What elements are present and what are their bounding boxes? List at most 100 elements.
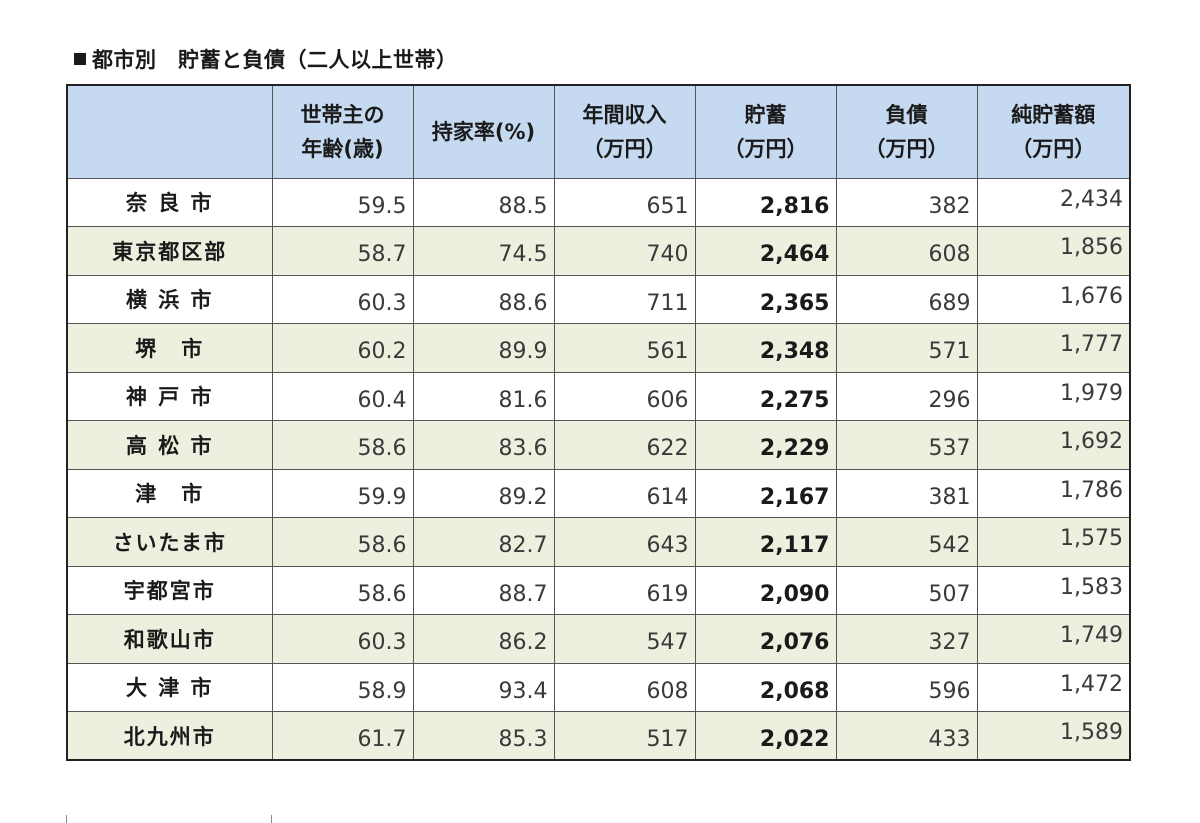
table-row: 北九州市 61.7 85.3 517 2,022 433 1,589 bbox=[66, 711, 1131, 761]
net-savings-cell: 1,472 bbox=[976, 662, 1131, 712]
net-savings-cell: 1,749 bbox=[976, 614, 1131, 664]
header-net-line2: （万円） bbox=[1011, 136, 1096, 161]
age-cell: 59.5 bbox=[271, 177, 414, 227]
savings-cell: 2,076 bbox=[694, 614, 837, 664]
net-savings-cell: 1,979 bbox=[976, 371, 1131, 421]
debt-cell: 537 bbox=[835, 420, 978, 470]
table-row: 横 浜 市 60.3 88.6 711 2,365 689 1,676 bbox=[66, 274, 1131, 324]
home-ownership-cell: 86.2 bbox=[412, 614, 555, 664]
savings-cell: 2,068 bbox=[694, 662, 837, 712]
header-row: 世帯主の 年齢(歳) 持家率(%) 年間収入 （万円） 貯蓄 （万円） 負債 （… bbox=[66, 84, 1131, 179]
net-savings-cell: 1,692 bbox=[976, 420, 1131, 470]
page-edge-mark bbox=[66, 815, 67, 823]
net-savings-cell: 2,434 bbox=[976, 177, 1131, 227]
home-ownership-cell: 88.5 bbox=[412, 177, 555, 227]
header-savings: 貯蓄 （万円） bbox=[694, 84, 837, 179]
header-corner-cell bbox=[66, 84, 273, 179]
header-debt: 負債 （万円） bbox=[835, 84, 978, 179]
age-cell: 58.6 bbox=[271, 517, 414, 567]
net-savings-cell: 1,856 bbox=[976, 226, 1131, 276]
header-home-line1: 持家率(%) bbox=[431, 119, 536, 144]
header-debt-line1: 負債 bbox=[885, 102, 928, 127]
income-cell: 643 bbox=[553, 517, 696, 567]
savings-cell: 2,022 bbox=[694, 711, 837, 761]
income-cell: 561 bbox=[553, 323, 696, 373]
table-row: 神 戸 市 60.4 81.6 606 2,275 296 1,979 bbox=[66, 371, 1131, 421]
net-savings-cell: 1,777 bbox=[976, 323, 1131, 373]
header-age: 世帯主の 年齢(歳) bbox=[271, 84, 414, 179]
home-ownership-cell: 82.7 bbox=[412, 517, 555, 567]
debt-cell: 382 bbox=[835, 177, 978, 227]
net-savings-cell: 1,583 bbox=[976, 565, 1131, 615]
age-cell: 60.3 bbox=[271, 274, 414, 324]
page-title-text: 都市別 貯蓄と負債（二人以上世帯） bbox=[92, 48, 458, 72]
home-ownership-cell: 74.5 bbox=[412, 226, 555, 276]
city-cell: 横 浜 市 bbox=[66, 274, 273, 324]
net-savings-cell: 1,575 bbox=[976, 517, 1131, 567]
black-square-icon bbox=[74, 53, 86, 65]
debt-cell: 296 bbox=[835, 371, 978, 421]
age-cell: 60.4 bbox=[271, 371, 414, 421]
home-ownership-cell: 93.4 bbox=[412, 662, 555, 712]
city-cell: 和歌山市 bbox=[66, 614, 273, 664]
header-age-line1: 世帯主の bbox=[300, 102, 385, 127]
table-row: 奈 良 市 59.5 88.5 651 2,816 382 2,434 bbox=[66, 177, 1131, 227]
savings-cell: 2,229 bbox=[694, 420, 837, 470]
city-cell: 神 戸 市 bbox=[66, 371, 273, 421]
debt-cell: 433 bbox=[835, 711, 978, 761]
home-ownership-cell: 85.3 bbox=[412, 711, 555, 761]
age-cell: 60.2 bbox=[271, 323, 414, 373]
debt-cell: 507 bbox=[835, 565, 978, 615]
debt-cell: 689 bbox=[835, 274, 978, 324]
savings-cell: 2,275 bbox=[694, 371, 837, 421]
debt-cell: 596 bbox=[835, 662, 978, 712]
income-cell: 614 bbox=[553, 468, 696, 518]
city-cell: 北九州市 bbox=[66, 711, 273, 761]
home-ownership-cell: 81.6 bbox=[412, 371, 555, 421]
income-cell: 622 bbox=[553, 420, 696, 470]
income-cell: 606 bbox=[553, 371, 696, 421]
net-savings-cell: 1,676 bbox=[976, 274, 1131, 324]
city-cell: 東京都区部 bbox=[66, 226, 273, 276]
income-cell: 547 bbox=[553, 614, 696, 664]
net-savings-cell: 1,589 bbox=[976, 711, 1131, 761]
city-cell: 宇都宮市 bbox=[66, 565, 273, 615]
income-cell: 517 bbox=[553, 711, 696, 761]
header-age-line2: 年齢(歳) bbox=[301, 136, 384, 161]
income-cell: 608 bbox=[553, 662, 696, 712]
age-cell: 58.7 bbox=[271, 226, 414, 276]
net-savings-cell: 1,786 bbox=[976, 468, 1131, 518]
table-row: 高 松 市 58.6 83.6 622 2,229 537 1,692 bbox=[66, 420, 1131, 470]
debt-cell: 381 bbox=[835, 468, 978, 518]
city-cell: 高 松 市 bbox=[66, 420, 273, 470]
page-edge-mark bbox=[271, 815, 272, 823]
header-home-ownership: 持家率(%) bbox=[412, 84, 555, 179]
debt-cell: 327 bbox=[835, 614, 978, 664]
header-net-line1: 純貯蓄額 bbox=[1011, 102, 1096, 127]
header-income-line1: 年間収入 bbox=[582, 102, 667, 127]
city-cell: 奈 良 市 bbox=[66, 177, 273, 227]
home-ownership-cell: 89.9 bbox=[412, 323, 555, 373]
savings-cell: 2,117 bbox=[694, 517, 837, 567]
savings-cell: 2,167 bbox=[694, 468, 837, 518]
city-cell: 堺 市 bbox=[66, 323, 273, 373]
table-row: 大 津 市 58.9 93.4 608 2,068 596 1,472 bbox=[66, 662, 1131, 712]
debt-cell: 608 bbox=[835, 226, 978, 276]
table-row: 堺 市 60.2 89.9 561 2,348 571 1,777 bbox=[66, 323, 1131, 373]
age-cell: 59.9 bbox=[271, 468, 414, 518]
table-row: 宇都宮市 58.6 88.7 619 2,090 507 1,583 bbox=[66, 565, 1131, 615]
age-cell: 58.9 bbox=[271, 662, 414, 712]
debt-cell: 542 bbox=[835, 517, 978, 567]
page-title: 都市別 貯蓄と負債（二人以上世帯） bbox=[74, 44, 458, 74]
age-cell: 60.3 bbox=[271, 614, 414, 664]
header-income-line2: （万円） bbox=[582, 136, 667, 161]
age-cell: 61.7 bbox=[271, 711, 414, 761]
header-debt-line2: （万円） bbox=[864, 136, 949, 161]
home-ownership-cell: 88.7 bbox=[412, 565, 555, 615]
table-row: 東京都区部 58.7 74.5 740 2,464 608 1,856 bbox=[66, 226, 1131, 276]
city-cell: 津 市 bbox=[66, 468, 273, 518]
age-cell: 58.6 bbox=[271, 565, 414, 615]
header-net-savings: 純貯蓄額 （万円） bbox=[976, 84, 1131, 179]
header-savings-line2: （万円） bbox=[723, 136, 808, 161]
table-row: 津 市 59.9 89.2 614 2,167 381 1,786 bbox=[66, 468, 1131, 518]
